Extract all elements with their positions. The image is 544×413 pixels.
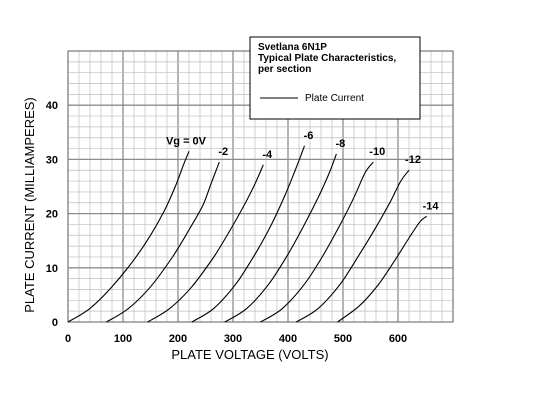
x-tick-label: 600 — [389, 333, 407, 345]
plate-curves — [67, 145, 427, 323]
plate-current-curve — [224, 153, 337, 323]
plate-current-curve — [67, 151, 190, 323]
curve-label: -12 — [405, 154, 421, 166]
x-tick-labels: 0 100 200 300 400 500 600 — [65, 333, 407, 345]
chart-title-line-2: Typical Plate Characteristics, — [258, 53, 396, 64]
x-tick-label: 300 — [224, 333, 242, 345]
y-tick-label: 20 — [46, 209, 58, 221]
curve-label: -4 — [262, 149, 273, 161]
plate-current-curve — [260, 161, 374, 323]
curve-label: -2 — [218, 146, 228, 158]
chart-title-line-3: per section — [258, 64, 311, 75]
x-tick-label: 0 — [65, 333, 71, 345]
y-tick-label: 30 — [46, 154, 58, 166]
curve-label: -6 — [304, 130, 314, 142]
x-tick-label: 500 — [334, 333, 352, 345]
x-axis-title: PLATE VOLTAGE (VOLTS) — [171, 347, 328, 362]
x-tick-label: 400 — [279, 333, 297, 345]
plate-current-curve — [296, 169, 410, 323]
plate-current-curve — [191, 145, 306, 323]
curve-label: -8 — [336, 138, 346, 150]
legend-box: Svetlana 6N1P Typical Plate Characterist… — [249, 36, 421, 120]
x-tick-label: 100 — [114, 333, 132, 345]
curve-label: -10 — [369, 146, 385, 158]
y-tick-label: 40 — [46, 100, 58, 112]
plate-current-curve — [106, 161, 220, 323]
y-axis-title: PLATE CURRENT (MILLIAMPERES) — [22, 97, 37, 313]
curve-labels: Vg = 0V -2 -4 -6 -8 -10 -12 -14 — [166, 130, 439, 212]
chart-title-line-1: Svetlana 6N1P — [258, 42, 327, 53]
legend-frame — [249, 36, 421, 120]
plate-current-curve — [147, 164, 264, 323]
curve-label: Vg = 0V — [166, 135, 207, 147]
plate-current-curve — [337, 215, 427, 323]
legend-entry-plate-current: Plate Current — [305, 93, 364, 104]
curve-label: -14 — [423, 200, 440, 212]
y-tick-labels: 0 10 20 30 40 — [46, 100, 58, 329]
x-tick-label: 200 — [169, 333, 187, 345]
y-tick-label: 10 — [46, 263, 58, 275]
y-tick-label: 0 — [52, 317, 58, 329]
